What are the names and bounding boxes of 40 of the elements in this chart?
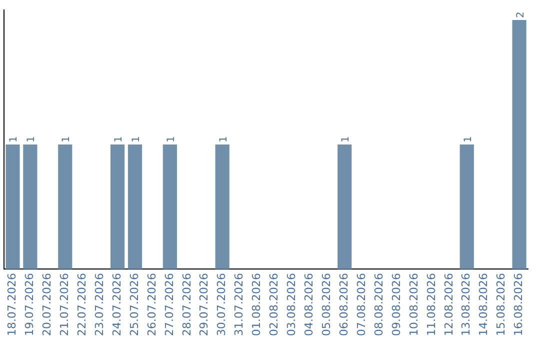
data-label: 1	[166, 136, 177, 142]
data-label: 1	[8, 136, 20, 142]
data-label: 1	[218, 136, 230, 142]
x-tick-label: 25.07.2026	[128, 273, 141, 336]
data-label: 1	[61, 136, 72, 142]
x-tick-label: 27.07.2026	[162, 273, 176, 336]
x-tick-label: 31.07.2026	[232, 273, 246, 336]
x-tick-label: 14.08.2026	[477, 273, 490, 336]
x-tick-label: 01.08.2026	[250, 273, 264, 336]
x-tick-label: 24.07.2026	[110, 273, 124, 336]
data-label: 1	[340, 136, 352, 142]
x-tick-label: 13.08.2026	[460, 273, 473, 336]
x-tick-label: 02.08.2026	[268, 273, 281, 336]
x-tick-label: 04.08.2026	[302, 273, 316, 336]
x-tick-label: 09.08.2026	[390, 273, 403, 336]
x-tick-label: 05.08.2026	[320, 273, 333, 336]
x-tick-label: 21.07.2026	[58, 273, 71, 336]
data-label: 1	[114, 136, 125, 142]
x-tick-label: 28.07.2026	[180, 273, 194, 336]
x-tick-label: 08.08.2026	[372, 273, 386, 336]
x-tick-label: 22.07.2026	[75, 273, 88, 336]
x-tick-label: 30.07.2026	[215, 273, 228, 336]
x-tick-label: 18.07.2026	[6, 273, 19, 336]
x-tick-label: 07.08.2026	[354, 273, 368, 336]
x-tick-label: 06.08.2026	[337, 273, 350, 336]
x-tick-label: 03.08.2026	[285, 273, 298, 336]
data-label: 2	[515, 12, 526, 18]
x-tick-label: 26.07.2026	[145, 273, 158, 336]
x-tick-label: 11.08.2026	[424, 273, 438, 336]
x-tick-label: 15.08.2026	[494, 273, 508, 336]
x-tick-label: 16.08.2026	[512, 273, 526, 336]
x-tick-label: 12.08.2026	[442, 273, 456, 336]
x-tick-label: 29.07.2026	[198, 273, 211, 336]
data-label: 1	[462, 136, 474, 142]
data-label: 1	[131, 136, 142, 142]
x-tick-label: 23.07.2026	[92, 273, 106, 336]
data-label: 1	[26, 136, 38, 142]
x-tick-label: 19.07.2026	[23, 273, 36, 336]
x-tick-label: 10.08.2026	[407, 273, 420, 336]
x-tick-label: 20.07.2026	[40, 273, 54, 336]
